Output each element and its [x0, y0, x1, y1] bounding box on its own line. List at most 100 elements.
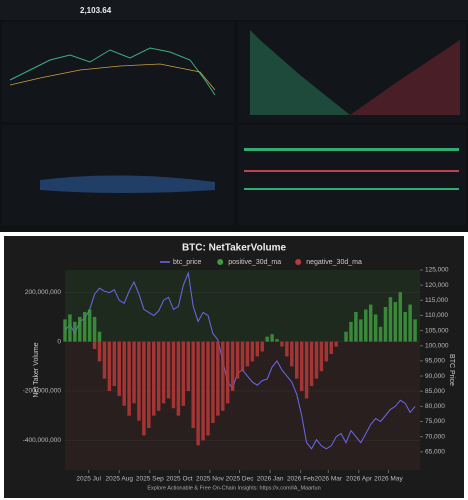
bar	[368, 304, 373, 342]
bar	[127, 341, 131, 416]
bar	[319, 341, 324, 372]
x-tick-label: 2026 Mar	[315, 476, 343, 483]
bar	[270, 334, 274, 342]
x-tick-label: 2026 May	[374, 476, 403, 483]
bar	[92, 341, 97, 350]
y2-tick-label: 120,000	[425, 282, 449, 289]
bar	[403, 311, 407, 342]
bar	[211, 341, 215, 424]
bar	[378, 326, 383, 342]
bar	[408, 304, 412, 342]
y2-tick-label: 85,000	[425, 388, 445, 395]
ma-line	[9, 63, 216, 91]
footer: Explore Actionable & Free On-Chain Insig…	[147, 485, 320, 491]
y-tick-label: 200,000,000	[25, 289, 62, 296]
y-axis-label: Net Taker Volume	[33, 342, 40, 397]
bar	[73, 321, 77, 342]
bar	[383, 307, 388, 342]
bar	[324, 341, 329, 362]
stats-panel	[238, 125, 466, 225]
legend-swatch	[217, 259, 224, 265]
top-bar	[0, 0, 468, 20]
legend-label: btc_price	[173, 259, 202, 266]
indicator-panel	[2, 125, 234, 225]
bar	[196, 341, 200, 446]
stat-bar	[244, 188, 459, 190]
bar	[275, 339, 279, 342]
bar	[364, 309, 368, 342]
y2-tick-label: 125,000	[425, 267, 449, 274]
bar	[260, 341, 264, 352]
bar	[235, 341, 240, 379]
bar	[63, 319, 67, 342]
legend-swatch	[295, 259, 302, 265]
bar	[68, 314, 72, 342]
bar	[186, 341, 190, 391]
bar	[225, 341, 230, 404]
bar	[137, 341, 141, 421]
bar	[230, 341, 235, 391]
x-tick-label: 2026 Apr	[346, 476, 373, 483]
y2-tick-label: 65,000	[425, 449, 445, 456]
bar	[295, 341, 299, 379]
price: 2,103.64	[80, 6, 112, 15]
bar	[334, 341, 338, 347]
y2-tick-label: 100,000	[425, 342, 449, 349]
bar	[240, 341, 245, 372]
bar	[344, 331, 348, 342]
bar	[102, 341, 107, 379]
bar	[112, 341, 117, 387]
bar	[142, 341, 146, 436]
bar	[373, 314, 378, 342]
legend-label: positive_30d_ma	[228, 259, 281, 266]
x-tick-label: 2025 Oct	[166, 476, 193, 483]
bar	[147, 341, 151, 429]
bar	[191, 341, 195, 429]
bar	[171, 341, 176, 409]
y2-tick-label: 90,000	[425, 373, 445, 380]
price-line	[64, 271, 416, 450]
bar	[285, 341, 289, 357]
bar	[255, 341, 260, 357]
pnl-green	[250, 30, 350, 115]
x-tick-label: 2026 Jan	[257, 476, 284, 483]
bar	[107, 341, 112, 391]
bar	[117, 341, 121, 396]
bar	[398, 292, 403, 342]
bar	[304, 341, 309, 399]
indicator-band	[40, 175, 215, 193]
bar	[329, 341, 333, 354]
y2-tick-label: 105,000	[425, 327, 449, 334]
x-tick-label: 2025 Jul	[76, 476, 101, 483]
y-tick-label: -200,000,000	[23, 388, 62, 395]
bar	[87, 309, 92, 342]
y2-tick-label: 110,000	[425, 312, 448, 319]
bar	[216, 341, 220, 416]
bar	[206, 341, 210, 436]
bar	[290, 341, 294, 367]
bar	[166, 341, 171, 399]
bar	[181, 341, 186, 406]
bar	[201, 341, 205, 441]
bar	[280, 341, 284, 347]
bar	[413, 319, 417, 342]
stat-bar	[244, 148, 459, 151]
bar	[354, 311, 358, 342]
y2-tick-label: 80,000	[425, 403, 445, 410]
stat-bar	[244, 170, 459, 172]
bar	[82, 311, 87, 342]
bar	[97, 331, 102, 342]
bar	[393, 302, 398, 342]
price-panel	[2, 22, 234, 122]
y2-axis-label: BTC Price	[448, 354, 455, 386]
bar	[132, 341, 136, 404]
bar	[314, 341, 319, 379]
x-tick-label: 2025 Sep	[136, 476, 164, 483]
bar	[78, 316, 82, 342]
bar	[152, 341, 156, 416]
pnl-red	[350, 40, 460, 115]
bar	[349, 321, 353, 342]
dashboard: 2,103.64	[0, 0, 468, 232]
x-tick-label: 2026 Feb	[287, 476, 315, 483]
bar	[176, 341, 181, 416]
